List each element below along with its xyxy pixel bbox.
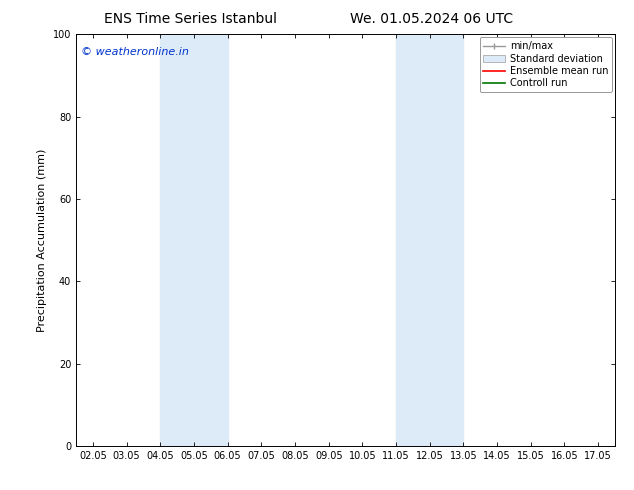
- Legend: min/max, Standard deviation, Ensemble mean run, Controll run: min/max, Standard deviation, Ensemble me…: [479, 37, 612, 92]
- Text: © weatheronline.in: © weatheronline.in: [81, 47, 190, 57]
- Bar: [160, 34, 228, 446]
- Text: We. 01.05.2024 06 UTC: We. 01.05.2024 06 UTC: [349, 12, 513, 26]
- Y-axis label: Precipitation Accumulation (mm): Precipitation Accumulation (mm): [37, 148, 48, 332]
- Text: ENS Time Series Istanbul: ENS Time Series Istanbul: [104, 12, 276, 26]
- Bar: [396, 34, 463, 446]
